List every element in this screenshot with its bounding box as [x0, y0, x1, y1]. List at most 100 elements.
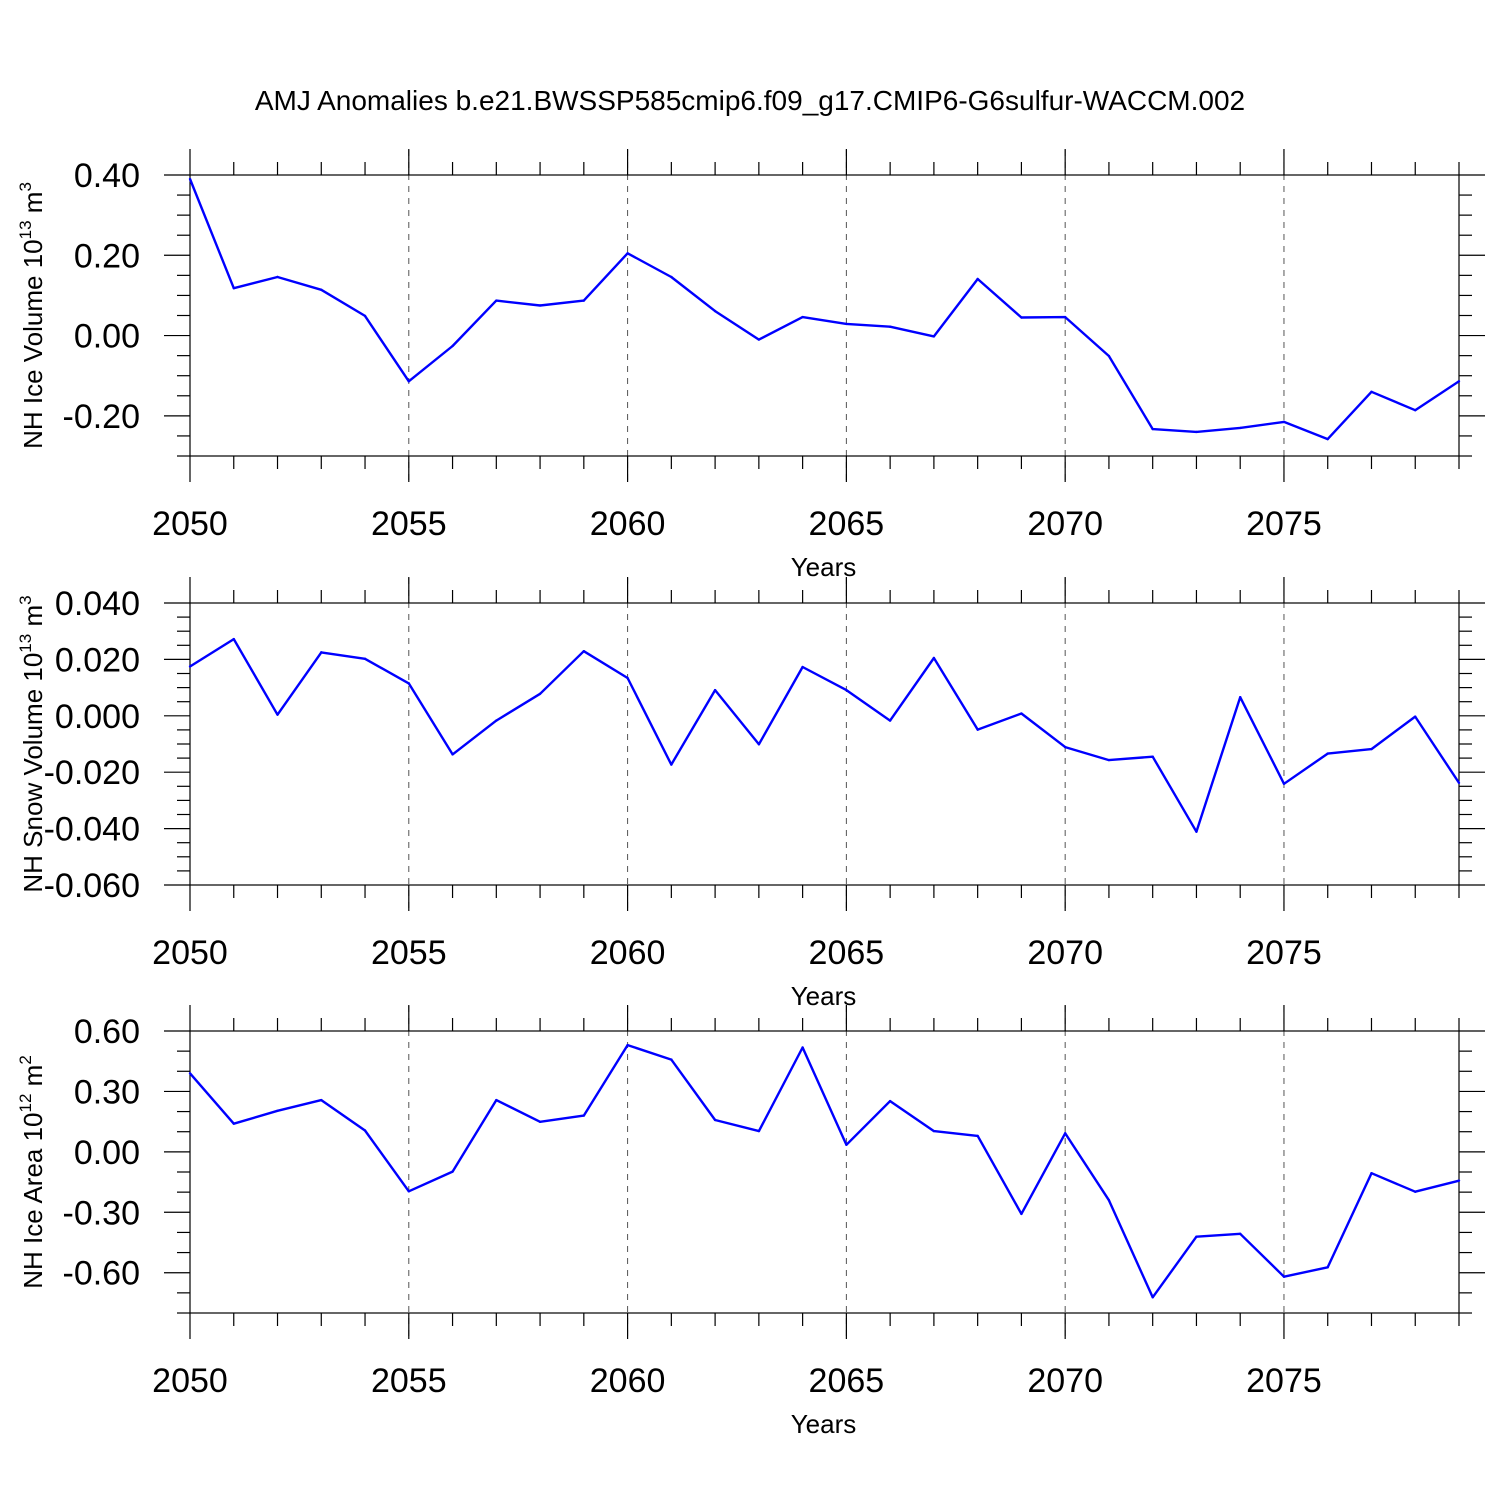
snow-volume-data-point [1020, 712, 1023, 715]
snow-volume-data-point [1326, 752, 1329, 755]
ice-area-y-tick-label: 0.60 [74, 1013, 140, 1051]
ice-area-data-point [407, 1190, 410, 1193]
snow-volume-data-point [1282, 782, 1286, 785]
snow-volume-y-axis-title: NH Snow Volume 1013 m3 [16, 595, 48, 892]
ice-volume-data-point [232, 287, 235, 290]
ice-volume-data-point [582, 299, 586, 302]
ice-area-data-point [320, 1098, 323, 1102]
ice-volume-data-point [188, 177, 192, 181]
ice-volume-x-axis-title: Years [791, 552, 857, 582]
snow-volume-data-point [363, 657, 367, 661]
ice-volume-data-point [451, 344, 454, 348]
ice-area-x-tick-label: 2055 [371, 1362, 447, 1400]
ice-area-data-point [495, 1098, 498, 1102]
snow-volume-data-point [582, 650, 586, 653]
ice-volume-x-tick-label: 2050 [152, 505, 228, 543]
snow-volume-data-point [1063, 745, 1067, 749]
ice-area-data-point [757, 1129, 761, 1133]
ice-volume-data-point [757, 338, 761, 341]
snow-volume-data-point [713, 688, 717, 692]
ice-volume-data-point [1151, 427, 1154, 431]
ice-area-data-point [538, 1120, 542, 1124]
snow-volume-data-point [888, 719, 892, 722]
ice-volume-data-point [626, 252, 629, 255]
ice-area-data-point [1195, 1235, 1198, 1238]
ice-area-data-point [1457, 1179, 1461, 1182]
ice-volume-y-tick-label: 0.40 [74, 157, 140, 195]
ice-volume-series-line [188, 178, 1460, 441]
snow-volume-data-point [626, 676, 629, 680]
snow-volume-data-point [538, 692, 542, 696]
ice-volume-data-point [801, 315, 804, 319]
snow-volume-data-point [1457, 781, 1461, 785]
ice-area-y-tick-label: 0.00 [74, 1134, 140, 1172]
snow-volume-y-tick-label: -0.020 [44, 754, 140, 792]
ice-volume-data-point [932, 335, 936, 338]
ice-volume-data-point [495, 299, 498, 302]
ice-area-y-tick-label: -0.60 [63, 1255, 141, 1293]
ice-area-data-point [1239, 1232, 1242, 1236]
ice-area-data-point [1107, 1199, 1111, 1202]
snow-volume-data-point [757, 743, 761, 746]
snow-volume-y-tick-label: 0.000 [55, 698, 140, 736]
ice-volume-frame [189, 174, 1460, 457]
ice-volume-data-point [713, 309, 717, 313]
ice-volume-data-point [407, 380, 410, 383]
ice-area-data-point [188, 1072, 192, 1075]
ice-volume-data-point [1020, 316, 1023, 319]
snow-volume-data-point [495, 719, 498, 722]
snow-volume-data-point [670, 763, 673, 766]
snow-volume-x-tick-label: 2070 [1027, 934, 1103, 972]
ice-area-x-tick-label: 2050 [152, 1362, 228, 1400]
ice-volume-data-point [1370, 390, 1373, 393]
ice-volume-data-point [976, 277, 979, 281]
ice-area-series-line [189, 1043, 1460, 1299]
ice-area-data-point [801, 1046, 804, 1049]
ice-area-x-tick-label: 2065 [809, 1362, 885, 1400]
ice-area-y-tick-label: -0.30 [63, 1194, 141, 1232]
snow-volume-data-point [407, 682, 410, 685]
ice-area-x-tick-label: 2070 [1027, 1362, 1103, 1400]
ice-volume-data-point [1457, 380, 1461, 383]
snow-volume-x-tick-label: 2050 [152, 934, 228, 972]
ice-area-data-point [713, 1118, 717, 1122]
snow-volume-x-tick-label: 2065 [809, 934, 885, 972]
ice-area-data-point [845, 1143, 848, 1147]
snow-volume-x-tick-label: 2075 [1246, 934, 1322, 972]
ice-area-data-point [1282, 1275, 1286, 1278]
ice-area-data-point [888, 1099, 892, 1103]
ice-area-x-axis-title: Years [791, 1409, 857, 1439]
ice-volume-x-tick-label: 2070 [1027, 505, 1103, 543]
snow-volume-series-line [189, 637, 1461, 833]
snow-volume-data-point [1414, 715, 1417, 718]
snow-volume-data-point [976, 728, 979, 731]
ice-area-y-tick-label: 0.30 [74, 1073, 140, 1111]
snow-volume-data-point [1239, 695, 1242, 699]
ice-volume-data-point [1326, 437, 1329, 441]
snow-volume-data-point [1107, 758, 1111, 762]
ice-area-data-point [276, 1109, 279, 1112]
ice-area-x-tick-label: 2075 [1246, 1362, 1322, 1400]
ice-volume-panel: 2050 2055 2060 2065 2070 2075 0.40 0.20 0.00 -0.2… [16, 149, 1485, 582]
ice-area-data-point [1151, 1296, 1154, 1299]
snow-volume-data-point [1151, 755, 1154, 758]
ice-volume-y-tick-label: 0.00 [74, 318, 140, 356]
ice-area-y-axis-title: NH Ice Area 1012 m2 [16, 1055, 48, 1289]
ice-volume-y-tick-label: 0.20 [74, 237, 140, 275]
snow-volume-x-tick-label: 2060 [590, 934, 666, 972]
snow-volume-y-tick-label: 0.040 [55, 585, 140, 623]
ice-volume-y-axis-title: NH Ice Volume 1013 m3 [16, 182, 48, 449]
snow-volume-data-point [1370, 747, 1373, 751]
ice-volume-data-point [888, 325, 892, 328]
snow-volume-data-point [801, 665, 804, 669]
ice-volume-data-point [320, 288, 323, 292]
snow-volume-data-point [451, 753, 454, 756]
ice-volume-data-point [1195, 430, 1198, 434]
ice-area-data-point [232, 1122, 235, 1125]
ice-volume-x-tick-label: 2060 [590, 505, 666, 543]
ice-volume-data-point [538, 304, 542, 307]
ice-area-data-point [976, 1134, 979, 1138]
ice-area-data-point [1326, 1266, 1329, 1269]
snow-volume-data-point [845, 688, 848, 692]
snow-volume-frame [189, 602, 1460, 886]
